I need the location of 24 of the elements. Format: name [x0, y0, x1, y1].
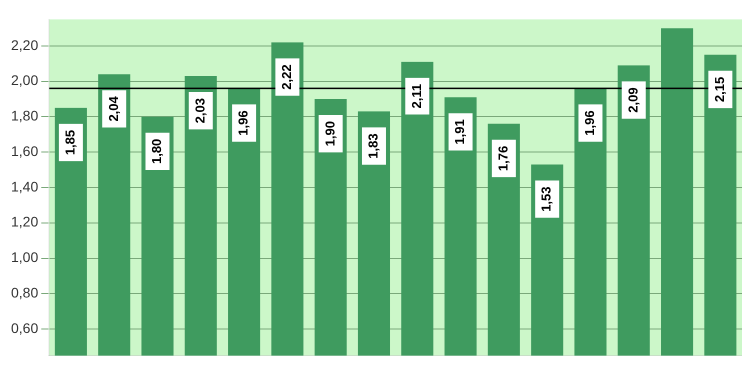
y-tick-label: 1,60 — [11, 142, 38, 159]
y-tick-label: 2,20 — [11, 36, 38, 53]
data-label: 1,76 — [495, 146, 510, 172]
data-label: 1,96 — [582, 110, 598, 136]
y-tick-label: 2,00 — [11, 72, 38, 88]
y-tick-label: 1,00 — [11, 249, 38, 266]
data-label: 1,91 — [452, 119, 468, 145]
data-label: 2,15 — [712, 76, 727, 102]
y-tick-label: 1,40 — [11, 178, 38, 194]
data-label: 1,80 — [149, 138, 164, 164]
data-label: 2,11 — [408, 84, 424, 108]
data-label: 1,96 — [236, 110, 251, 136]
y-tick-label: 1,80 — [11, 108, 38, 124]
y-tick-label: 0,80 — [11, 284, 38, 301]
y-tick-label: 0,60 — [11, 320, 38, 336]
data-label: 2,09 — [625, 87, 640, 113]
data-label: 2,22 — [278, 64, 294, 90]
data-label: 2,03 — [192, 98, 208, 124]
data-label: 1,85 — [62, 130, 78, 156]
data-label: 1,90 — [322, 121, 338, 146]
y-tick-label: 1,20 — [11, 214, 38, 230]
data-label: 1,53 — [538, 186, 554, 212]
data-label: 2,04 — [106, 95, 121, 122]
data-label: 1,83 — [366, 133, 381, 159]
